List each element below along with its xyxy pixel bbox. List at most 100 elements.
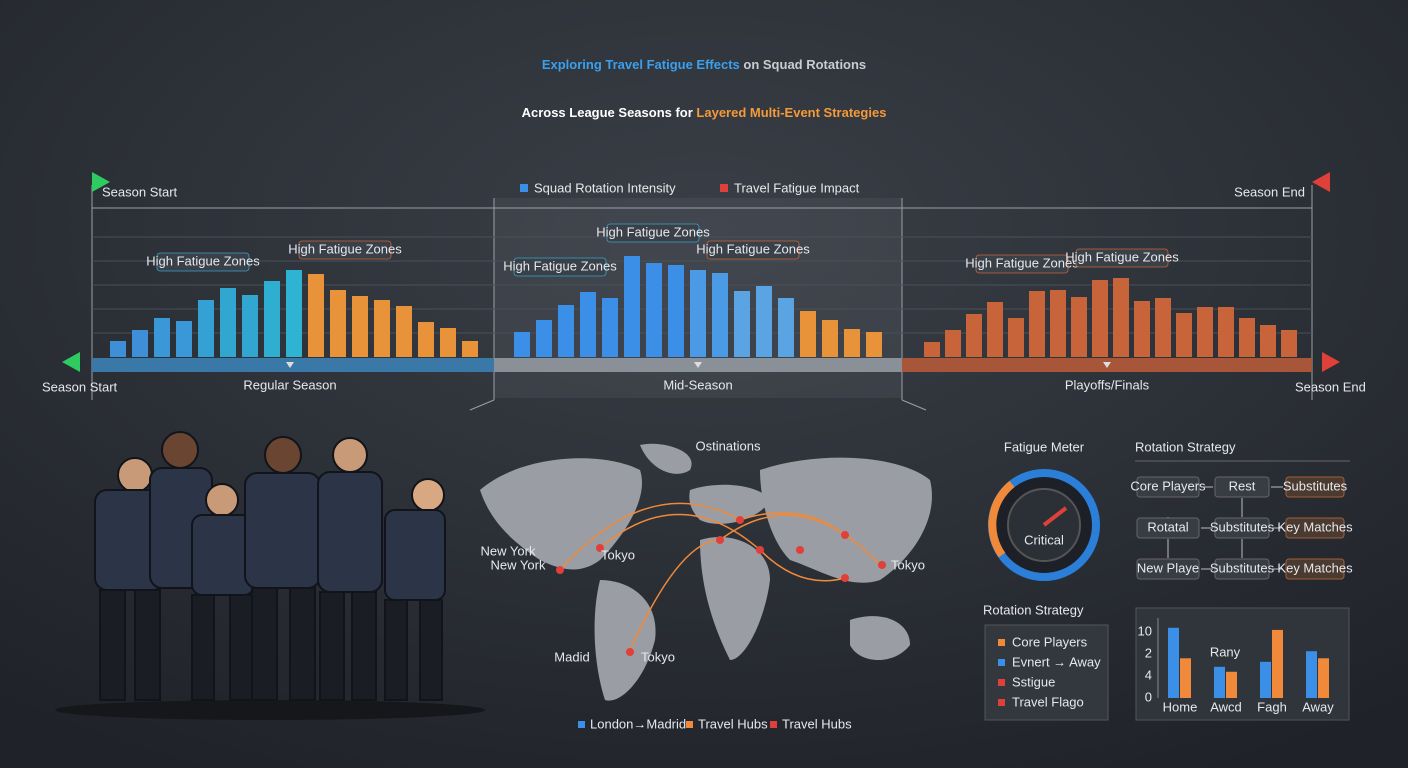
flow-node-label: Substitutes (1283, 478, 1348, 493)
y-axis-text: 4 (1145, 667, 1152, 682)
annotation: High Fatigue Zones (596, 224, 710, 239)
bar (1218, 307, 1234, 357)
bar (308, 274, 324, 357)
bar (1260, 661, 1271, 698)
bar (1306, 651, 1317, 698)
map-legend-swatch (686, 721, 693, 728)
flow-node-label: Core Players (1130, 478, 1206, 493)
legend-box (984, 624, 1109, 721)
bar (1226, 671, 1237, 698)
annotation-box (156, 252, 250, 272)
title-part: Across League Seasons for (522, 105, 697, 120)
y-axis-text: 2 (1145, 645, 1152, 660)
phase-label: Playoffs/Finals (1065, 377, 1150, 392)
legend-swatch (720, 184, 728, 192)
legend-label: Squad Rotation Intensity (534, 180, 676, 195)
map-legend-label: Travel Hubs (782, 716, 852, 731)
map-label: Tokyo (891, 557, 925, 572)
bar (1272, 629, 1283, 698)
flow-node-label: Rotatal (1147, 519, 1188, 534)
legend-swatch (998, 699, 1005, 706)
map-legend-label: London→Madrid (590, 716, 686, 731)
bar (374, 300, 390, 357)
bar (1214, 666, 1225, 698)
bar (1050, 290, 1066, 357)
map-label: Ostinations (695, 438, 761, 453)
bar (558, 305, 574, 357)
y-axis-text: 0 (1145, 689, 1152, 704)
bar (624, 256, 640, 357)
flow-node (1285, 558, 1345, 580)
legend-swatch (998, 639, 1005, 646)
legend-label: Travel Flago (1012, 694, 1084, 709)
map-label: New York (481, 543, 536, 558)
flow-node (1285, 517, 1345, 539)
annotation-box (606, 223, 700, 243)
legend-swatch (998, 659, 1005, 666)
bar (1180, 658, 1191, 698)
title-part: on Squad Rotations (740, 57, 866, 72)
phase-pointer (1103, 362, 1111, 368)
bar (110, 341, 126, 357)
bar (1134, 301, 1150, 357)
bar (462, 341, 478, 357)
bar (1113, 278, 1129, 357)
map-label: New York (491, 557, 546, 572)
bar (646, 263, 662, 357)
bar (778, 298, 794, 357)
flow-node (1136, 558, 1200, 580)
legend-swatch (520, 184, 528, 192)
annotation: High Fatigue Zones (965, 255, 1079, 270)
bar (690, 270, 706, 357)
marker-label: Season Start (42, 379, 118, 394)
bar (1318, 658, 1329, 698)
marker-label: Season End (1295, 379, 1366, 394)
flow-node (1136, 517, 1200, 539)
map-label: Tokyo (601, 547, 635, 562)
map-legend-swatch (770, 721, 777, 728)
x-tick-label: Fagh (1257, 699, 1287, 714)
bar (844, 329, 860, 357)
bar (602, 298, 618, 357)
bar (822, 320, 838, 357)
flow-node-label: Key Matches (1277, 560, 1353, 575)
annotation-box (706, 240, 800, 260)
fatigue-gauge (988, 469, 1100, 581)
bar (286, 270, 302, 357)
bar (396, 306, 412, 357)
legend-swatch (998, 679, 1005, 686)
bar (1197, 307, 1213, 357)
flow-node (1285, 476, 1345, 498)
legend-label: Sstigue (1012, 674, 1055, 689)
phase-label: Mid-Season (663, 377, 732, 392)
flow-node-label: Substitutes (1210, 560, 1275, 575)
marker-label: Season End (1234, 184, 1305, 199)
bar (1092, 280, 1108, 357)
bar (418, 322, 434, 357)
marker-label: Season Start (102, 184, 178, 199)
bar (924, 342, 940, 357)
annotation: High Fatigue Zones (146, 253, 260, 268)
flow-node-label: Rest (1229, 478, 1256, 493)
legend-label: Core Players (1012, 634, 1088, 649)
phase-pointer (286, 362, 294, 368)
bar (352, 296, 368, 357)
title-part: Exploring Travel Fatigue Effects (542, 57, 740, 72)
bar (1239, 318, 1255, 357)
title-line1: Exploring Travel Fatigue Effects on Squa… (542, 57, 866, 72)
annotation-box (298, 240, 392, 260)
map-label: Madid (554, 649, 589, 664)
flow-node-label: Key Matches (1277, 519, 1353, 534)
annotation: High Fatigue Zones (288, 241, 402, 256)
flow-node (1136, 476, 1200, 498)
flow-node (1214, 517, 1270, 539)
title-part: Layered Multi-Event Strategies (696, 105, 886, 120)
bar (966, 314, 982, 357)
bar (1281, 330, 1297, 357)
bar (1176, 313, 1192, 357)
players-illustration (55, 431, 485, 720)
annotation-box (513, 257, 607, 277)
bar (536, 320, 552, 357)
